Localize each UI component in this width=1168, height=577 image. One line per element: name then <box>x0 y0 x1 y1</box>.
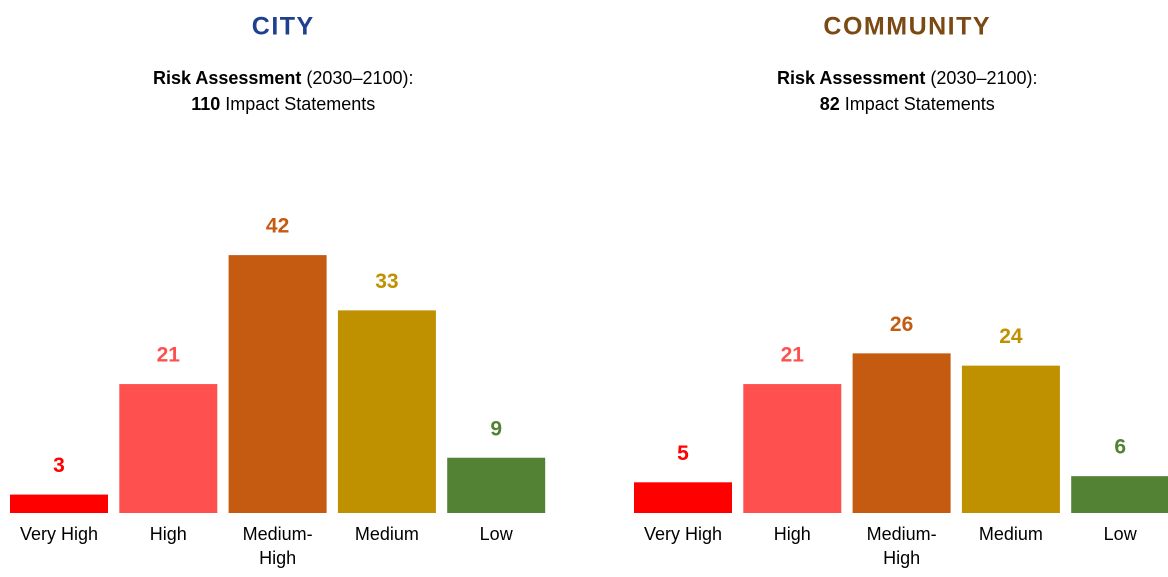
bar <box>447 457 546 513</box>
total: 110 <box>191 94 220 114</box>
value-label: 9 <box>490 417 502 440</box>
x-tick-label: High <box>150 524 187 544</box>
bar <box>634 482 732 513</box>
total-label: Impact Statements <box>845 94 995 114</box>
bar <box>10 494 108 513</box>
subtitle: Risk Assessment (2030–2100): <box>777 68 1038 88</box>
value-label: 3 <box>53 454 65 477</box>
x-tick-label: Very High <box>20 524 98 544</box>
value-label: 33 <box>375 270 398 293</box>
subtitle-text: (2030–2100): <box>306 68 413 88</box>
value-label: 5 <box>677 442 689 465</box>
bar <box>961 365 1060 513</box>
x-tick-label: Low <box>1104 524 1138 544</box>
x-tick-label: Medium-High <box>243 524 313 568</box>
bar <box>228 255 327 513</box>
value-label: 21 <box>781 344 805 367</box>
x-tick-label: Very High <box>644 524 722 544</box>
x-tick-label: Medium <box>355 524 419 544</box>
value-label: 6 <box>1114 436 1126 459</box>
chart-title: COMMUNITY <box>823 13 991 41</box>
bar <box>337 310 436 513</box>
x-tick-label: Medium <box>979 524 1043 544</box>
total-label: Impact Statements <box>225 94 375 114</box>
subtitle-bold: Risk Assessment <box>777 68 925 88</box>
subtitle: 110 Impact Statements <box>191 94 375 114</box>
bar <box>1071 476 1168 513</box>
value-label: 26 <box>890 313 913 336</box>
x-tick-label: Low <box>480 524 514 544</box>
total: 82 <box>820 94 840 114</box>
subtitle-bold: Risk Assessment <box>153 68 301 88</box>
value-label: 21 <box>157 344 181 367</box>
subtitle: Risk Assessment (2030–2100): <box>153 68 414 88</box>
bar <box>119 384 218 513</box>
x-tick-label: Medium-High <box>867 524 937 568</box>
bar <box>852 353 951 513</box>
value-label: 24 <box>999 325 1023 348</box>
subtitle: 82 Impact Statements <box>820 94 995 114</box>
bar <box>743 384 842 513</box>
subtitle-text: (2030–2100): <box>930 68 1037 88</box>
x-tick-label: High <box>774 524 811 544</box>
value-label: 42 <box>266 215 289 238</box>
chart-title: CITY <box>252 13 315 41</box>
